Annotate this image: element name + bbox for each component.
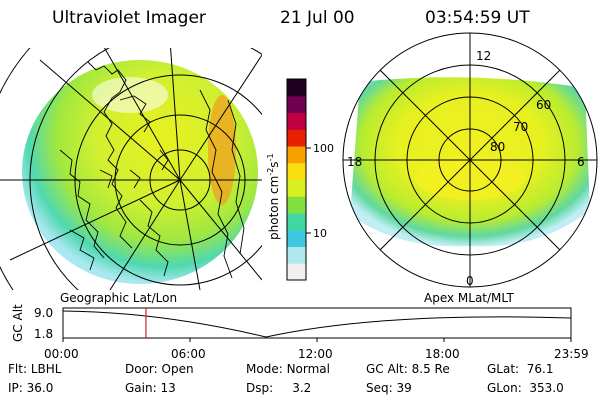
- colorbar-segment: [287, 112, 306, 130]
- colorbar: 100 10 photon cm-2s-1: [266, 78, 334, 281]
- status-seq: Seq: 39: [366, 381, 412, 395]
- status-glat: GLat: 76.1: [487, 362, 554, 376]
- colorbar-ticklabel-10: 10: [313, 227, 327, 240]
- colorbar-ticklabel-100: 100: [313, 142, 334, 155]
- timeline-xtick-2359: 23:59: [554, 347, 589, 361]
- time-label: 03:54:59 UT: [425, 8, 530, 28]
- colorbar-segment: [287, 196, 306, 214]
- polar-cap-gap: [92, 77, 168, 113]
- status-gcalt: GC Alt: 8.5 Re: [366, 362, 450, 376]
- right-caption: Apex MLat/MLT: [424, 291, 514, 305]
- colorbar-segment: [287, 246, 306, 264]
- status-mode: Mode: Normal: [246, 362, 330, 376]
- status-dsp: Dsp: 3.2: [246, 381, 312, 395]
- status-door: Door: Open: [125, 362, 194, 376]
- colorbar-segment: [287, 229, 306, 247]
- mlt-label-12: 12: [476, 49, 491, 63]
- status-ip: IP: 36.0: [8, 381, 54, 395]
- colorbar-segments: [287, 79, 306, 281]
- lon-grid-left: [0, 48, 262, 290]
- colorbar-segment: [287, 162, 306, 180]
- colorbar-segment: [287, 95, 306, 113]
- colorbar-segment: [287, 263, 306, 281]
- colorbar-segment: [287, 79, 306, 97]
- timeline-frame: [62, 307, 572, 339]
- timeline-ytick-bottom: 1.8: [34, 327, 53, 341]
- colorbar-label: photon cm-2s-1: [266, 153, 281, 240]
- timeline-ylabel: GC Alt: [11, 304, 25, 342]
- altitude-curve: [62, 310, 572, 338]
- timeline-xtick-0000: 00:00: [44, 347, 79, 361]
- status-flt: Flt: LBHL: [8, 362, 62, 376]
- timeline-ytick-top: 9.0: [34, 306, 53, 320]
- colorbar-segment: [287, 146, 306, 164]
- mlt-grid: [343, 33, 597, 287]
- colorbar-segment: [287, 179, 306, 197]
- date-label: 21 Jul 00: [280, 8, 355, 28]
- timeline-xtick-1800: 18:00: [425, 347, 460, 361]
- mlt-label-0: 0: [466, 274, 474, 288]
- mlat-label-80: 80: [490, 140, 505, 154]
- colorbar-segment: [287, 213, 306, 231]
- aurora-emission-left: [22, 60, 258, 284]
- orbit-timeline: GC Alt 9.0 1.8 00:00 06:00 12:00 18:00 2…: [11, 304, 589, 361]
- geographic-image: [0, 48, 262, 290]
- status-glon: GLon: 353.0: [487, 381, 564, 395]
- timeline-xtick-0600: 06:00: [171, 347, 206, 361]
- colorbar-segment: [287, 129, 306, 147]
- status-gain: Gain: 13: [125, 381, 176, 395]
- timeline-xtick-1200: 12:00: [298, 347, 333, 361]
- instrument-title: Ultraviolet Imager: [52, 8, 206, 28]
- mlt-label-6: 6: [577, 155, 585, 169]
- mlt-label-18: 18: [347, 155, 362, 169]
- apex-image: 12 18 6 0 60 70 80: [342, 32, 598, 288]
- coastlines: [59, 61, 245, 279]
- mlat-label-60: 60: [536, 98, 551, 112]
- mlat-label-70: 70: [513, 120, 528, 134]
- left-caption: Geographic Lat/Lon: [60, 291, 177, 305]
